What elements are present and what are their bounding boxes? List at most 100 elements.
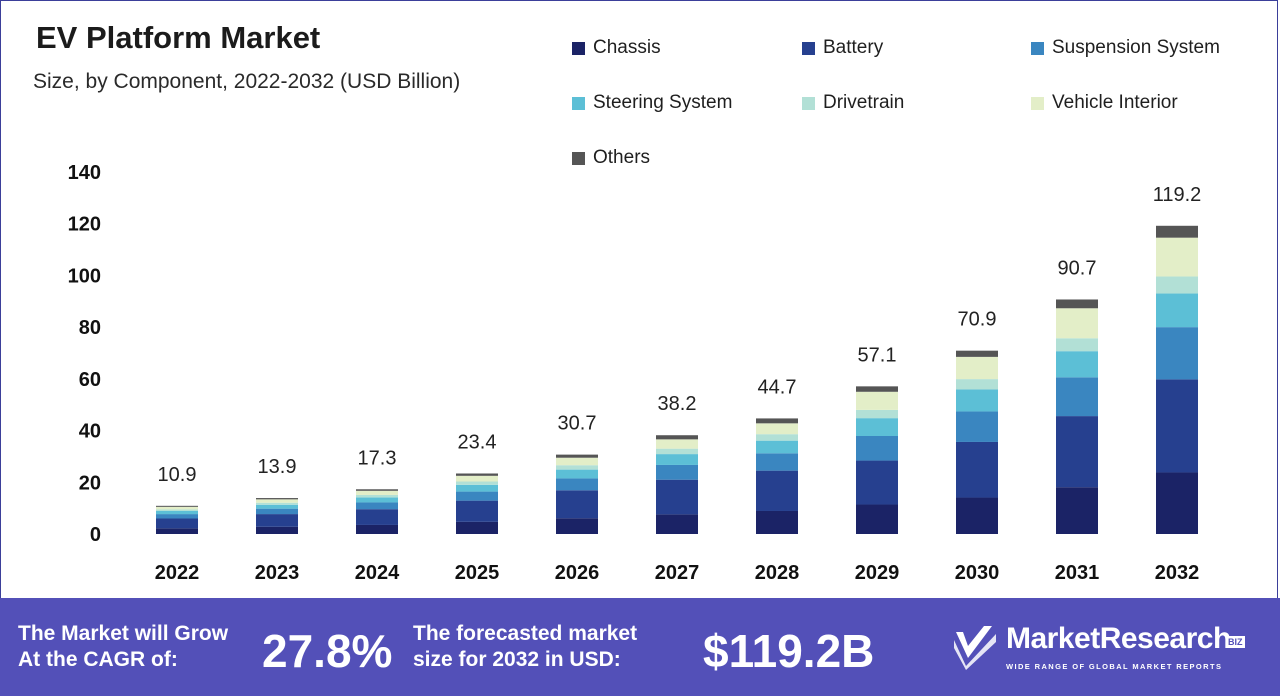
legend-swatch [1031, 96, 1044, 110]
bar-segment-battery [556, 490, 598, 519]
legend-label: Others [593, 147, 651, 168]
bar-segment-drivetrain [856, 409, 898, 419]
bar-segment-drivetrain [156, 509, 198, 511]
bar-segment-chassis [256, 526, 298, 534]
x-tick-label: 2023 [255, 562, 300, 584]
bar-segment-steering-system [456, 484, 498, 492]
brand-name: MarketResearch [1006, 622, 1231, 655]
legend-label: Steering System [593, 92, 733, 113]
bar-segment-steering-system [556, 469, 598, 479]
total-data-label: 17.3 [358, 447, 397, 469]
bar-segment-chassis [656, 514, 698, 534]
bar-segment-steering-system [656, 454, 698, 465]
bar-segment-battery [256, 514, 298, 527]
bar-segment-suspension-system [256, 508, 298, 515]
total-data-label: 13.9 [258, 456, 297, 478]
bar-segment-battery [456, 500, 498, 522]
bar-segment-vehicle-interior [456, 475, 498, 482]
stacked-bar-chart: 0 20 40 60 80 100 120 140 10.9 2022 13.9 2023 17.3 20… [68, 162, 1202, 584]
bar-segment-battery [356, 509, 398, 525]
bar-segment-vehicle-interior [956, 356, 998, 380]
bar-segment-drivetrain [956, 379, 998, 390]
y-tick-label: 120 [68, 214, 101, 236]
bar-segment-drivetrain [656, 448, 698, 455]
bar-segment-vehicle-interior [1156, 237, 1198, 277]
bar-segment-others [456, 473, 498, 476]
total-data-label: 90.7 [1058, 257, 1097, 279]
bar-segment-chassis [356, 524, 398, 534]
bar-segment-battery [1156, 379, 1198, 473]
brand-tagline: WIDE RANGE OF GLOBAL MARKET REPORTS [1006, 662, 1223, 671]
bar-segment-vehicle-interior [356, 490, 398, 495]
legend-item-others: Others [572, 147, 650, 169]
legend-item-steering-system: Steering System [572, 92, 732, 114]
cagr-caption-line2: At the CAGR of: [18, 648, 178, 671]
x-tick-label: 2022 [155, 562, 200, 584]
legend-swatch [802, 96, 815, 110]
bar-segment-vehicle-interior [1056, 308, 1098, 339]
bar-segment-others [256, 498, 298, 500]
cagr-value: 27.8% [262, 625, 393, 677]
bar-segment-suspension-system [956, 411, 998, 442]
y-tick-label: 20 [79, 472, 101, 494]
legend-label: Drivetrain [823, 92, 905, 113]
y-tick-label: 140 [68, 162, 101, 184]
bar-segment-steering-system [756, 440, 798, 454]
bar-segment-suspension-system [656, 464, 698, 480]
y-tick-label: 40 [79, 421, 101, 443]
total-data-label: 30.7 [558, 413, 597, 435]
forecast-value: $119.2B [703, 625, 875, 677]
bar-segment-chassis [756, 510, 798, 534]
legend-item-drivetrain: Drivetrain [802, 92, 904, 114]
bar-segment-others [556, 454, 598, 458]
bar-segment-steering-system [256, 504, 298, 509]
bar-segment-drivetrain [556, 465, 598, 470]
y-tick-label: 80 [79, 317, 101, 339]
legend-label: Vehicle Interior [1052, 92, 1178, 113]
bar-segment-battery [656, 479, 698, 515]
legend-item-vehicle-interior: Vehicle Interior [1031, 92, 1178, 114]
bar-segment-drivetrain [1156, 276, 1198, 294]
bar-segment-battery [856, 460, 898, 505]
bar-segment-drivetrain [756, 434, 798, 441]
total-data-label: 23.4 [458, 431, 497, 453]
bar-segment-steering-system [156, 510, 198, 515]
legend-label: Chassis [593, 37, 661, 58]
x-tick-label: 2030 [955, 562, 1000, 584]
bar-segment-battery [156, 518, 198, 529]
brand-logo-block: MarketResearch BIZ WIDE RANGE OF GLOBAL … [950, 622, 1250, 682]
legend-swatch [1031, 41, 1044, 55]
bar-segment-battery [956, 441, 998, 498]
bar-segment-suspension-system [156, 514, 198, 519]
legend-item-suspension-system: Suspension System [1031, 37, 1220, 59]
bar-segment-suspension-system [1056, 377, 1098, 417]
bar-segment-vehicle-interior [156, 506, 198, 510]
bar-segment-steering-system [356, 497, 398, 503]
cagr-caption-line1: The Market will Grow [18, 622, 229, 645]
forecast-caption: The forecasted market size for 2032 in U… [413, 621, 637, 673]
chart-title: EV Platform Market [36, 20, 321, 55]
y-tick-label: 60 [79, 369, 101, 391]
bar-segment-vehicle-interior [856, 391, 898, 410]
legend-swatch [572, 96, 585, 110]
bar-segment-suspension-system [356, 502, 398, 510]
total-data-label: 70.9 [958, 309, 997, 331]
bar-segment-others [756, 418, 798, 424]
x-tick-label: 2025 [455, 562, 500, 584]
bar-segment-others [356, 489, 398, 491]
bar-segment-chassis [1156, 472, 1198, 534]
bar-segment-others [1156, 225, 1198, 238]
x-tick-label: 2031 [1055, 562, 1100, 584]
bar-segment-suspension-system [456, 491, 498, 501]
legend-item-chassis: Chassis [572, 37, 661, 59]
bar-segment-steering-system [1156, 293, 1198, 328]
total-data-label: 10.9 [158, 464, 197, 486]
y-tick-label: 100 [68, 265, 101, 287]
bar-segment-vehicle-interior [756, 423, 798, 435]
bar-segment-suspension-system [556, 478, 598, 491]
bar-segment-chassis [156, 528, 198, 534]
forecast-caption-line2: size for 2032 in USD: [413, 648, 621, 671]
cagr-caption: The Market will Grow At the CAGR of: [18, 621, 228, 673]
bar-segment-chassis [856, 504, 898, 534]
legend-swatch [572, 151, 585, 165]
